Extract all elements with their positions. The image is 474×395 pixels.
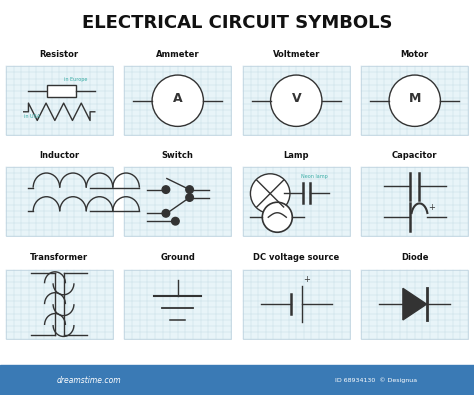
Bar xyxy=(361,269,468,339)
Text: Voltmeter: Voltmeter xyxy=(273,50,320,59)
Circle shape xyxy=(250,174,290,213)
Circle shape xyxy=(172,217,179,225)
Bar xyxy=(124,269,231,339)
Bar xyxy=(0,365,474,395)
Bar xyxy=(243,66,349,135)
Text: A: A xyxy=(173,92,182,105)
Circle shape xyxy=(162,186,170,194)
Bar xyxy=(243,167,349,236)
Text: Neon lamp: Neon lamp xyxy=(301,174,328,179)
Text: ELECTRICAL CIRCUIT SYMBOLS: ELECTRICAL CIRCUIT SYMBOLS xyxy=(82,14,392,32)
Circle shape xyxy=(186,194,193,201)
Circle shape xyxy=(262,202,292,232)
Text: Motor: Motor xyxy=(401,50,429,59)
Text: ID 68934130  © Designua: ID 68934130 © Designua xyxy=(335,378,417,383)
Bar xyxy=(47,85,76,97)
Text: Transformer: Transformer xyxy=(30,254,88,262)
Circle shape xyxy=(162,209,170,217)
Text: DC voltage source: DC voltage source xyxy=(253,254,339,262)
Text: +: + xyxy=(303,275,310,284)
Text: Ammeter: Ammeter xyxy=(156,50,200,59)
Text: in USA: in USA xyxy=(24,114,40,119)
Bar xyxy=(124,167,231,236)
Text: Diode: Diode xyxy=(401,254,428,262)
Text: Inductor: Inductor xyxy=(39,151,79,160)
Bar xyxy=(6,66,112,135)
Bar xyxy=(361,167,468,236)
Text: dreamstime.com: dreamstime.com xyxy=(57,376,121,385)
Circle shape xyxy=(152,75,203,126)
Bar xyxy=(124,66,231,135)
Polygon shape xyxy=(403,288,427,320)
Text: Capacitor: Capacitor xyxy=(392,151,438,160)
Bar xyxy=(6,269,112,339)
Text: Resistor: Resistor xyxy=(40,50,79,59)
Text: +: + xyxy=(428,203,435,212)
Text: Lamp: Lamp xyxy=(283,151,309,160)
Text: Ground: Ground xyxy=(160,254,195,262)
Circle shape xyxy=(271,75,322,126)
Text: V: V xyxy=(292,92,301,105)
Circle shape xyxy=(389,75,440,126)
Text: Switch: Switch xyxy=(162,151,194,160)
Bar xyxy=(243,269,349,339)
Text: M: M xyxy=(409,92,421,105)
Bar xyxy=(6,167,112,236)
Bar xyxy=(361,66,468,135)
Text: in Europe: in Europe xyxy=(64,77,87,82)
Circle shape xyxy=(186,186,193,194)
